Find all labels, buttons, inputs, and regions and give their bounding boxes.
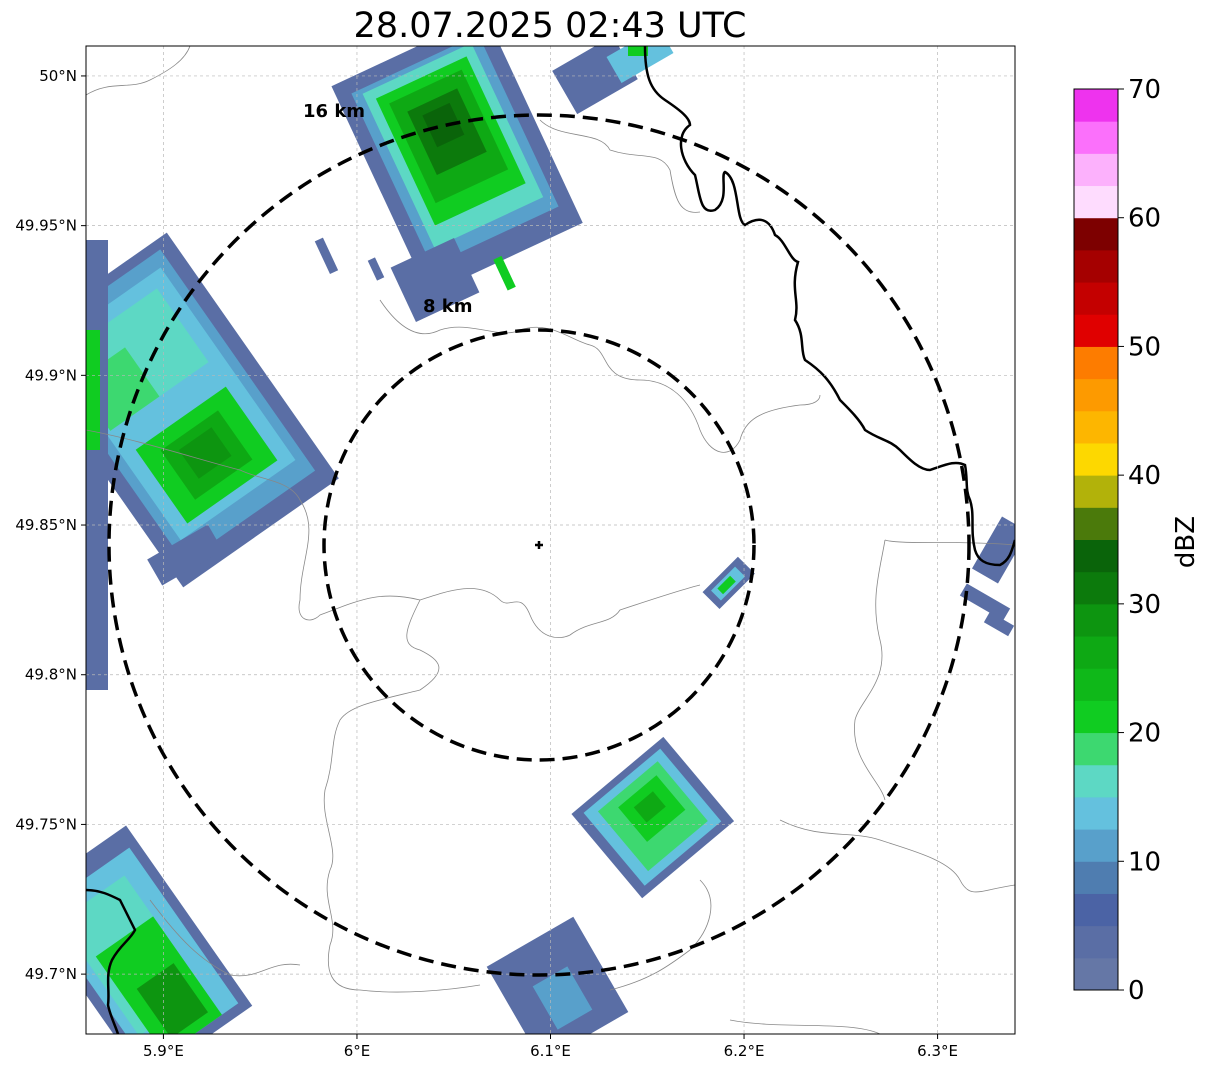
echo-south-blue (532, 966, 593, 1030)
colorbar-segment-7 (1074, 732, 1118, 766)
colorbar-tick-label-7: 70 (1128, 75, 1161, 105)
echo-fareast-1 (972, 516, 1015, 584)
y-tick-label-1: 49.95°N (15, 217, 77, 235)
colorbar-segment-13 (1074, 539, 1118, 573)
colorbar-tick-label-6: 60 (1128, 204, 1161, 234)
colorbar-segment-19 (1074, 346, 1118, 380)
colorbar-label: dBZ (1171, 516, 1201, 568)
colorbar-segment-24 (1074, 185, 1118, 219)
range-ring-16km (107, 113, 971, 977)
echo-west-trail (147, 524, 223, 586)
x-tick-label-3: 6.2°E (724, 1042, 765, 1060)
colorbar-segment-5 (1074, 796, 1118, 830)
echo-north-streak-2 (314, 237, 339, 275)
colorbar-tick-label-4: 40 (1128, 461, 1161, 491)
boundary-line-3 (86, 429, 701, 638)
echo-fareast-2 (959, 583, 1011, 621)
colorbar-segment-21 (1074, 282, 1118, 315)
echo-topright-3 (628, 46, 648, 56)
echo-north-tail (390, 238, 480, 322)
boundary-line-8 (779, 819, 1015, 893)
y-tick-label-3: 49.85°N (15, 516, 77, 534)
echo-se-core (633, 791, 666, 823)
echo-sw-core (136, 963, 209, 1034)
country-border-east (643, 46, 1015, 567)
colorbar-segment-3 (1074, 861, 1118, 894)
colorbar-segment-22 (1074, 249, 1118, 283)
colorbar-segment-10 (1074, 636, 1118, 669)
colorbar-segment-16 (1074, 442, 1118, 476)
colorbar-segment-14 (1074, 507, 1118, 540)
x-tick-label-1: 6°E (344, 1042, 371, 1060)
range-rings (107, 113, 971, 977)
boundary-line-6 (884, 539, 1015, 546)
colorbar-tick-label-2: 20 (1128, 719, 1161, 749)
colorbar-segment-4 (1074, 829, 1118, 862)
colorbar-segment-8 (1074, 700, 1118, 734)
colorbar-segment-23 (1074, 217, 1118, 251)
colorbar-segment-11 (1074, 603, 1118, 637)
boundary-line-7 (854, 539, 886, 801)
colorbar-tick-label-0: 0 (1128, 976, 1145, 1006)
colorbar-segment-6 (1074, 764, 1118, 798)
colorbar: 0 10 20 30 40 50 60 70 (1073, 75, 1161, 1006)
boundary-line-4 (379, 299, 821, 453)
colorbar-segment-27 (1074, 89, 1118, 122)
echo-west-edge-2 (86, 330, 100, 450)
y-tick-label-4: 49.8°N (25, 666, 77, 684)
ring-label-16km: 16 km (303, 101, 365, 122)
colorbar-segment-1 (1074, 925, 1118, 959)
colorbar-segment-25 (1074, 153, 1118, 187)
boundary-line-2 (539, 119, 701, 213)
x-tick-label-4: 6.3°E (917, 1042, 958, 1060)
echo-north-peak (422, 102, 465, 148)
boundary-line-10 (149, 899, 301, 977)
colorbar-segment-0 (1074, 957, 1118, 991)
country-border-southwest (86, 888, 137, 1034)
range-ring-8km (322, 328, 756, 762)
colorbar-segment-20 (1074, 314, 1118, 347)
x-tick-label-0: 5.9°E (143, 1042, 184, 1060)
echo-north-streak (493, 255, 516, 291)
colorbar-tick-label-3: 30 (1128, 590, 1161, 620)
colorbar-segment-26 (1074, 121, 1118, 154)
echo-north-streak-3 (367, 257, 385, 281)
x-tick-label-2: 6.1°E (530, 1042, 571, 1060)
y-tick-label-0: 50°N (39, 67, 77, 85)
ring-label-8km: 8 km (423, 296, 473, 317)
y-tick-label-6: 49.7°N (25, 965, 77, 983)
gridlines (86, 46, 1015, 1034)
colorbar-segment-9 (1074, 668, 1118, 701)
axis-ticks: 5.9°E 6°E 6.1°E 6.2°E 6.3°E 50°N 49.95°N 49.9°N… (15, 67, 958, 1060)
colorbar-tick-label-1: 10 (1128, 847, 1161, 877)
echo-fareast-3 (983, 611, 1015, 637)
echo-layer (86, 46, 1015, 1034)
echo-west-edge (86, 240, 108, 690)
boundary-line-11 (729, 1019, 881, 1034)
colorbar-tick-label-5: 50 (1128, 332, 1161, 362)
radar-site-marker (535, 541, 543, 549)
chart-title: 28.07.2025 02:43 UTC (353, 6, 747, 46)
y-tick-label-5: 49.75°N (15, 815, 77, 833)
echo-west-peak (178, 427, 232, 479)
colorbar-segment-2 (1074, 893, 1118, 927)
colorbar-frame (1073, 88, 1119, 991)
boundary-line-5 (323, 599, 481, 993)
colorbar-segment-18 (1074, 378, 1118, 412)
colorbar-segment-17 (1074, 410, 1118, 444)
y-tick-label-2: 49.9°N (25, 366, 77, 384)
echo-east-core (717, 575, 736, 595)
boundary-line-1 (86, 46, 191, 96)
colorbar-segment-15 (1074, 475, 1118, 508)
map-boundaries (86, 46, 1015, 1034)
colorbar-segment-12 (1074, 571, 1118, 605)
boundary-line-9 (609, 879, 712, 991)
